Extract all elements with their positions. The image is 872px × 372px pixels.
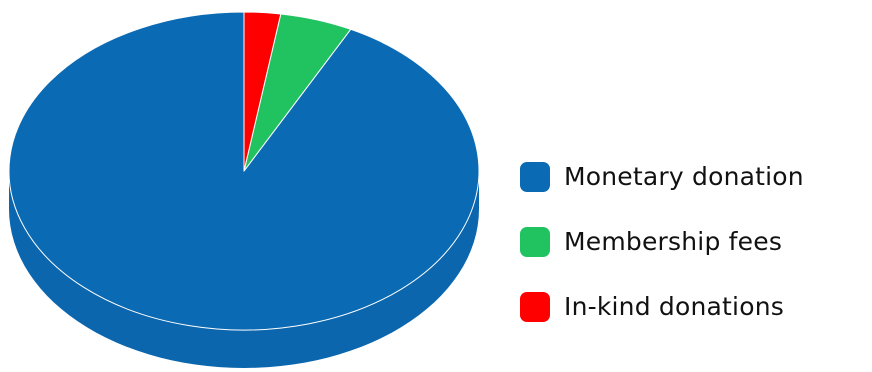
pie-side-walls [9, 171, 479, 368]
legend-label-monetary-donation: Monetary donation [564, 162, 804, 191]
pie-slices [8, 11, 480, 331]
legend-item-membership-fees: Membership fees [520, 225, 804, 258]
legend-swatch-monetary-donation [520, 161, 550, 192]
legend-swatch-in-kind-donations [520, 291, 550, 322]
pie-side-monetary-donation [9, 171, 479, 368]
pie-slice-in-kind-donations [243, 11, 282, 172]
legend-label-in-kind-donations: In-kind donations [564, 292, 784, 321]
legend-swatch-membership-fees [520, 226, 550, 257]
chart-legend: Monetary donation Membership fees In-kin… [520, 160, 804, 323]
legend-label-membership-fees: Membership fees [564, 227, 783, 256]
legend-item-monetary-donation: Monetary donation [520, 160, 804, 193]
legend-item-in-kind-donations: In-kind donations [520, 290, 804, 323]
